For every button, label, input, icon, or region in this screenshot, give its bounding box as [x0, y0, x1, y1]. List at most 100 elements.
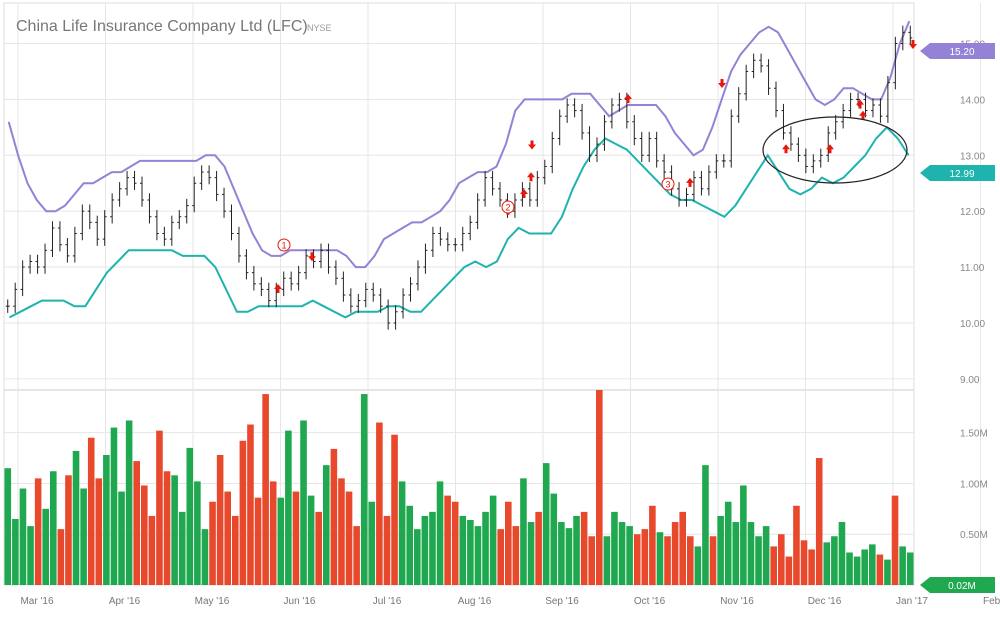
volume-bar — [762, 526, 770, 585]
volume-bar — [118, 491, 125, 585]
volume-bar — [186, 447, 194, 585]
volume-bar — [687, 536, 694, 585]
price-tick-label: 12.00 — [960, 207, 985, 218]
volume-bar — [315, 511, 322, 585]
volume-bar — [103, 455, 110, 585]
up-arrow-signal — [782, 144, 790, 154]
volume-bar — [262, 394, 269, 585]
up-arrow-signal — [826, 144, 834, 154]
numbered-marker-circle — [277, 238, 291, 252]
volume-bar — [815, 458, 823, 585]
volume-bar — [406, 505, 413, 585]
volume-bar — [740, 485, 747, 585]
volume-bar — [42, 508, 49, 585]
up-arrow-signal — [859, 110, 867, 120]
volume-bar — [770, 546, 777, 585]
volume-bar — [65, 475, 72, 585]
volume-bar — [633, 534, 641, 585]
volume-bar — [163, 471, 171, 585]
volume-bar — [34, 478, 42, 585]
month-tick-label: Sep '16 — [545, 596, 579, 607]
volume-bar — [72, 450, 80, 585]
volume-bar — [497, 529, 504, 585]
volume-bar — [133, 461, 140, 585]
lower-band-line — [8, 125, 910, 319]
volume-bar — [239, 440, 247, 585]
volume-bar — [891, 495, 899, 585]
volume-bar — [376, 422, 383, 585]
volume-bar — [125, 420, 133, 585]
price-tick-label: 13.00 — [960, 151, 985, 162]
volume-bar — [671, 522, 679, 585]
up-arrow-signal — [520, 189, 528, 198]
volume-badge-label: 0.02M — [948, 581, 976, 592]
month-tick-label: Mar '16 — [20, 596, 53, 607]
volume-bar — [558, 522, 565, 585]
volume-bar — [724, 501, 732, 585]
volume-bar — [573, 515, 580, 585]
volume-bars — [4, 390, 914, 585]
chart-title: China Life Insurance Company Ltd (LFC) — [16, 18, 308, 35]
volume-bar — [596, 390, 603, 585]
volume-bar — [512, 526, 520, 585]
volume-bar — [823, 542, 831, 585]
volume-bar — [853, 556, 861, 585]
up-arrow-signal — [527, 172, 535, 182]
volume-bar — [247, 424, 254, 585]
volume-bar — [831, 536, 838, 585]
volume-bar — [542, 463, 550, 585]
volume-bar — [505, 501, 512, 585]
volume-bar — [224, 491, 231, 585]
grid-lines — [3, 2, 981, 586]
volume-bar — [679, 511, 686, 585]
price-badges: 15.20 12.99 0.02M — [920, 43, 995, 593]
volume-bar — [201, 529, 209, 585]
volume-bar — [87, 437, 95, 585]
volume-bar — [156, 430, 163, 585]
volume-tick-label: 0.50M — [960, 530, 988, 541]
volume-bar — [429, 511, 436, 585]
volume-bar — [656, 532, 664, 585]
volume-bar — [216, 455, 224, 585]
volume-bar — [588, 536, 595, 585]
up-arrow-signal — [856, 99, 864, 109]
volume-bar — [664, 536, 671, 585]
volume-bar — [391, 434, 398, 585]
numbered-marker-label: 3 — [665, 180, 670, 190]
volume-bar — [618, 522, 626, 585]
volume-bar — [906, 552, 914, 585]
up-arrow-signal — [274, 284, 282, 293]
volume-bar — [899, 546, 906, 585]
volume-bar — [300, 420, 307, 585]
month-tick-label: Apr '16 — [109, 596, 141, 607]
volume-bar — [535, 511, 542, 585]
bollinger-bands — [7, 20, 911, 319]
volume-bar — [861, 549, 868, 585]
volume-bar — [27, 526, 34, 585]
signal-markers: 1 2 3 — [274, 39, 917, 293]
volume-bar — [626, 526, 633, 585]
volume-bar — [178, 511, 186, 585]
volume-bar — [19, 488, 27, 585]
volume-bar — [444, 495, 451, 585]
month-tick-label: Jun '16 — [284, 596, 316, 607]
price-tick-label: 10.00 — [960, 319, 985, 330]
upper-band-badge-label: 15.20 — [949, 47, 974, 58]
down-arrow-signal — [718, 79, 726, 89]
volume-bar — [702, 465, 709, 585]
volume-badge-shape — [920, 577, 995, 593]
volume-bar — [421, 515, 429, 585]
volume-bar — [277, 497, 285, 585]
volume-bar — [808, 549, 815, 585]
volume-bar — [611, 511, 618, 585]
volume-bar — [489, 495, 497, 585]
volume-bar — [747, 522, 755, 585]
volume-bar — [876, 554, 884, 585]
volume-bar — [323, 465, 330, 585]
numbered-marker-label: 1 — [281, 241, 286, 251]
volume-bar — [467, 520, 474, 585]
volume-bar — [398, 481, 406, 585]
volume-bar — [209, 501, 216, 585]
